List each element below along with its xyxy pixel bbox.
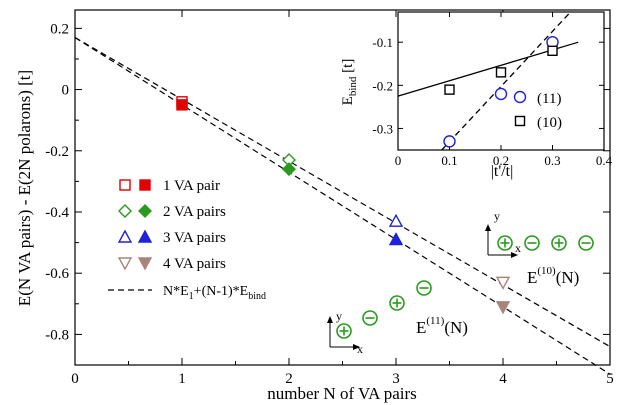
legend-entry-label: 1 VA pair — [163, 178, 220, 194]
legend-entry-label: 4 VA pairs — [163, 256, 226, 272]
inset-legend: (11) (10) — [513, 90, 562, 131]
legend-filled-marker — [137, 257, 153, 271]
series-3-open-marker — [388, 213, 404, 227]
inset-y-tick-label: -0.3 — [372, 121, 393, 136]
legend-open-marker — [117, 257, 133, 271]
e10-y-arrowhead — [485, 224, 491, 231]
inset-series-2-marker — [444, 84, 455, 95]
inset-series-2-marker — [547, 45, 558, 57]
inset-chart: 0 0.1 0.2 0.3 0.4 -0.1 -0.2 -0.3 |t'/t| Ebind [… — [340, 11, 613, 180]
legend-filled-marker — [139, 179, 151, 191]
inset-x-tick-label: 0 — [395, 153, 402, 168]
main-x-tick-label: 2 — [285, 371, 293, 387]
main-y-tick-label: 0 — [62, 83, 70, 99]
legend-filled-marker — [138, 204, 152, 218]
inset-series-1-marker — [443, 135, 456, 148]
inset-y-axis-label: Ebind [t] — [340, 59, 359, 106]
symbol-circle — [389, 295, 405, 311]
e10-plus-symbol — [551, 235, 567, 251]
inset-x-tick-label: 0.4 — [596, 153, 613, 168]
e11-y-label: y — [336, 309, 342, 323]
main-legend: 1 VA pair 2 VA pairs 3 VA pairs 4 VA pairs N… — [108, 178, 266, 302]
legend-open-marker — [117, 229, 133, 243]
inset-legend-label: (10) — [537, 115, 562, 131]
inset-x-axis-label: |t'/t| — [491, 163, 514, 180]
main-x-tick-label: 0 — [71, 371, 79, 387]
inset-x-tick-label: 0.1 — [441, 153, 457, 168]
e10-plus-symbol — [497, 235, 513, 251]
e10-minus-symbol — [524, 235, 540, 251]
lattice-annotation-e11: y x E(11)(N) — [327, 280, 468, 356]
e10-x-label: x — [515, 241, 521, 255]
inset-series-1-marker — [494, 87, 508, 101]
symbol-circle — [551, 235, 567, 251]
inset-legend-label: (11) — [537, 91, 561, 107]
e11-label: E(11)(N) — [416, 315, 468, 337]
symbol-circle — [416, 280, 432, 296]
symbol-circle — [524, 235, 540, 251]
main-chart: 0 1 2 3 4 5 0.2 0 -0.2 -0.4 -0.6 -0.8 number N of V… — [15, 9, 614, 403]
e11-y-arrowhead — [327, 316, 333, 323]
e10-x-arrowhead — [511, 252, 518, 258]
series-3-filled-marker — [388, 232, 404, 246]
legend-filled-marker — [137, 229, 153, 243]
e11-plus-symbol — [336, 323, 352, 339]
e11-minus-symbol — [362, 310, 378, 326]
legend-entry-label: 3 VA pairs — [163, 230, 226, 246]
legend-open-marker — [118, 204, 132, 218]
main-x-tick-label: 1 — [178, 371, 186, 387]
main-y-tick-label: -0.6 — [45, 266, 69, 282]
series-4-open-marker — [495, 276, 511, 290]
inset-legend-marker — [513, 90, 527, 104]
e10-minus-symbol — [578, 235, 594, 251]
main-fit-line — [74, 37, 611, 375]
series-1-filled-marker — [176, 99, 188, 111]
e11-x-label: x — [357, 342, 363, 356]
inset-y-tick-label: -0.2 — [372, 78, 393, 93]
symbol-circle — [497, 235, 513, 251]
inset-plot-frame — [397, 11, 605, 151]
inset-series-2-marker — [495, 67, 507, 78]
lattice-annotation-e10: y x E(10)(N) — [485, 209, 594, 287]
main-y-tick-label: 0.2 — [50, 21, 69, 37]
legend-open-marker — [119, 179, 131, 191]
symbol-circle — [578, 235, 594, 251]
main-x-tick-label: 4 — [499, 371, 507, 387]
series-4-filled-marker — [495, 301, 511, 315]
main-x-tick-label: 5 — [606, 371, 614, 387]
series-2-filled-marker — [282, 162, 296, 177]
inset-fit-line — [441, 11, 572, 151]
main-y-tick-label: -0.4 — [45, 205, 69, 221]
legend-fit-label: N*E1+(N-1)*Ebind — [163, 284, 266, 302]
symbol-circle — [336, 323, 352, 339]
e11-x-arrowhead — [353, 344, 360, 350]
main-y-tick-label: -0.8 — [45, 327, 69, 343]
symbol-circle — [362, 310, 378, 326]
e10-y-label: y — [494, 209, 500, 223]
main-y-tick-label: -0.2 — [45, 144, 69, 160]
inset-legend-marker — [514, 115, 526, 127]
legend-entry-label: 2 VA pairs — [163, 204, 226, 220]
inset-x-tick-label: 0.3 — [544, 153, 560, 168]
e11-plus-symbol — [389, 295, 405, 311]
inset-y-tick-label: -0.1 — [372, 35, 393, 50]
inset-x-tick-label: 0.2 — [493, 153, 509, 168]
main-fit-line — [74, 37, 611, 348]
e10-label: E(10)(N) — [527, 265, 579, 287]
main-x-tick-label: 3 — [392, 371, 400, 387]
main-y-axis-label: E(N VA pairs) - E(2N polarons) [t] — [15, 70, 34, 306]
e11-minus-symbol — [416, 280, 432, 296]
main-x-axis-label: number N of VA pairs — [267, 384, 417, 403]
